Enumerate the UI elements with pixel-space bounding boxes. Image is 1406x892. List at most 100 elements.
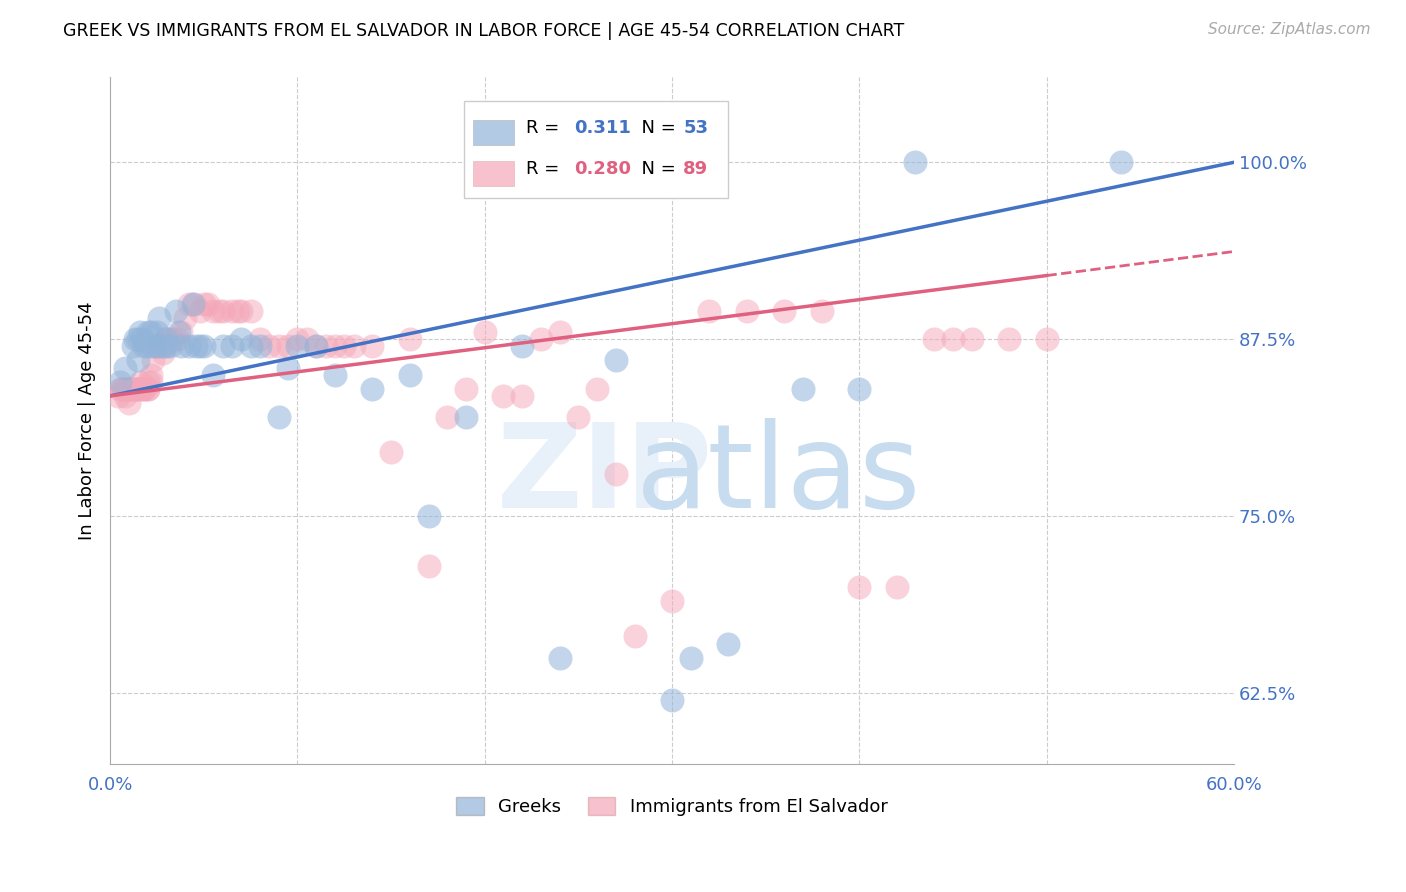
Point bbox=[605, 467, 627, 481]
Point bbox=[166, 332, 188, 346]
Point bbox=[174, 311, 197, 326]
Text: N =: N = bbox=[630, 119, 682, 136]
Point bbox=[211, 304, 233, 318]
Point bbox=[323, 339, 346, 353]
Point bbox=[848, 382, 870, 396]
Point bbox=[305, 339, 328, 353]
Point bbox=[361, 339, 384, 353]
Point bbox=[249, 339, 271, 353]
Text: 53: 53 bbox=[683, 119, 709, 136]
Point bbox=[211, 339, 233, 353]
FancyBboxPatch shape bbox=[464, 102, 728, 197]
Point bbox=[141, 325, 163, 339]
Point bbox=[221, 339, 243, 353]
Point bbox=[125, 382, 148, 396]
Point bbox=[146, 325, 169, 339]
Point bbox=[108, 375, 131, 389]
Point bbox=[267, 339, 290, 353]
Point bbox=[231, 304, 253, 318]
Point bbox=[155, 332, 177, 346]
Point bbox=[155, 339, 177, 353]
Point bbox=[295, 332, 318, 346]
FancyBboxPatch shape bbox=[472, 120, 513, 145]
Point bbox=[193, 339, 215, 353]
Point bbox=[998, 332, 1021, 346]
Point bbox=[163, 332, 186, 346]
Point bbox=[454, 410, 477, 425]
Text: R =: R = bbox=[526, 160, 565, 178]
Point bbox=[127, 382, 149, 396]
Point bbox=[160, 332, 183, 346]
Point bbox=[333, 339, 356, 353]
Point bbox=[132, 339, 155, 353]
Point bbox=[146, 339, 169, 353]
Point bbox=[141, 375, 163, 389]
Point bbox=[165, 304, 187, 318]
Point bbox=[193, 297, 215, 311]
Point bbox=[148, 339, 170, 353]
Point bbox=[202, 368, 225, 382]
Text: 89: 89 bbox=[683, 160, 709, 178]
Text: atlas: atlas bbox=[636, 418, 921, 533]
Point bbox=[129, 375, 152, 389]
Point bbox=[492, 389, 515, 403]
Point bbox=[474, 325, 496, 339]
Point bbox=[960, 332, 983, 346]
Point bbox=[155, 332, 177, 346]
Text: R =: R = bbox=[526, 119, 565, 136]
Point bbox=[159, 332, 181, 346]
Point bbox=[108, 382, 131, 396]
Point bbox=[510, 389, 533, 403]
Point bbox=[159, 339, 181, 353]
Point bbox=[287, 339, 309, 353]
Point bbox=[510, 339, 533, 353]
Point bbox=[735, 304, 758, 318]
Point bbox=[148, 311, 170, 326]
Point bbox=[114, 360, 136, 375]
Point bbox=[181, 297, 204, 311]
Point bbox=[127, 353, 149, 368]
Point bbox=[132, 382, 155, 396]
Point bbox=[323, 368, 346, 382]
Point bbox=[136, 339, 159, 353]
Point bbox=[886, 580, 908, 594]
Point bbox=[188, 339, 211, 353]
Point bbox=[661, 693, 683, 707]
Text: 0.311: 0.311 bbox=[574, 119, 631, 136]
Point bbox=[1035, 332, 1057, 346]
Point bbox=[343, 339, 366, 353]
Point bbox=[454, 382, 477, 396]
Point bbox=[208, 304, 231, 318]
Point bbox=[586, 382, 609, 396]
Point bbox=[110, 382, 132, 396]
Point bbox=[605, 353, 627, 368]
Y-axis label: In Labor Force | Age 45-54: In Labor Force | Age 45-54 bbox=[79, 301, 96, 540]
Point bbox=[170, 325, 193, 339]
Point bbox=[661, 594, 683, 608]
Point bbox=[810, 304, 832, 318]
Point bbox=[121, 339, 143, 353]
Point bbox=[922, 332, 945, 346]
Text: N =: N = bbox=[630, 160, 682, 178]
Text: ZIP: ZIP bbox=[496, 418, 713, 533]
Point bbox=[623, 630, 645, 644]
Point bbox=[398, 332, 420, 346]
Point bbox=[792, 382, 814, 396]
Point bbox=[142, 353, 165, 368]
Point bbox=[124, 382, 146, 396]
Point bbox=[717, 636, 740, 650]
Point bbox=[118, 396, 141, 410]
Point bbox=[152, 339, 174, 353]
Point bbox=[287, 332, 309, 346]
Point bbox=[127, 332, 149, 346]
Point bbox=[186, 339, 208, 353]
Point bbox=[942, 332, 965, 346]
Point bbox=[904, 155, 927, 169]
Legend: Greeks, Immigrants from El Salvador: Greeks, Immigrants from El Salvador bbox=[450, 789, 894, 823]
Point bbox=[305, 339, 328, 353]
Point bbox=[131, 382, 153, 396]
Text: GREEK VS IMMIGRANTS FROM EL SALVADOR IN LABOR FORCE | AGE 45-54 CORRELATION CHAR: GREEK VS IMMIGRANTS FROM EL SALVADOR IN … bbox=[63, 22, 904, 40]
Point bbox=[239, 339, 262, 353]
Point bbox=[170, 339, 193, 353]
Point bbox=[361, 382, 384, 396]
